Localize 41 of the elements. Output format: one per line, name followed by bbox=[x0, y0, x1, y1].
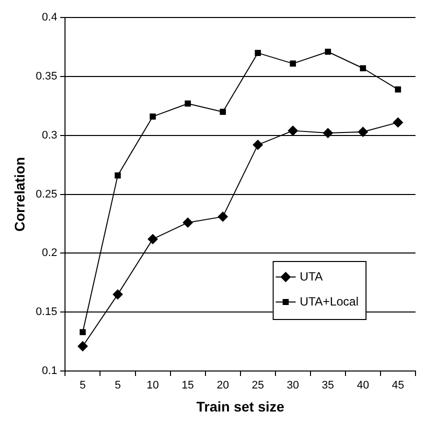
y-tick-label: 0.1 bbox=[42, 365, 58, 378]
y-tick-label: 0.35 bbox=[36, 70, 58, 83]
point bbox=[114, 172, 121, 178]
point bbox=[80, 329, 86, 336]
y-tick-label: 0.25 bbox=[36, 188, 58, 200]
x-tick-label: 30 bbox=[286, 380, 300, 392]
point bbox=[360, 65, 366, 72]
y-tick-label: 0.3 bbox=[42, 129, 58, 142]
y-tick-label: 0.4 bbox=[42, 12, 58, 24]
point bbox=[184, 100, 191, 107]
y-axis-title: Correlation bbox=[11, 156, 28, 232]
point bbox=[254, 50, 261, 56]
x-tick-label: 45 bbox=[392, 380, 404, 392]
point bbox=[288, 126, 298, 136]
x-tick-label: 35 bbox=[322, 380, 334, 392]
point bbox=[394, 86, 402, 93]
x-tick-label: 15 bbox=[182, 380, 194, 392]
point bbox=[78, 341, 88, 352]
point bbox=[324, 48, 331, 55]
y-tick-label: 0.15 bbox=[36, 306, 58, 318]
point bbox=[322, 128, 333, 138]
point bbox=[252, 140, 263, 150]
point bbox=[392, 117, 403, 128]
point bbox=[218, 212, 228, 222]
point bbox=[220, 108, 226, 115]
y-tick-label: 0.2 bbox=[42, 247, 58, 260]
x-tick-label: 25 bbox=[252, 380, 264, 392]
legend-label: UTA+Local bbox=[300, 294, 359, 308]
point bbox=[150, 114, 156, 120]
point bbox=[182, 218, 193, 228]
point bbox=[148, 234, 158, 244]
x-tick-label: 20 bbox=[216, 380, 229, 392]
point bbox=[290, 60, 296, 67]
x-tick-label: 5 bbox=[80, 380, 86, 392]
x-axis-title: Train set size bbox=[196, 398, 285, 414]
legend-label: UTA bbox=[300, 269, 323, 284]
x-tick-label: 5 bbox=[114, 380, 121, 392]
point bbox=[112, 289, 123, 300]
x-tick-label: 40 bbox=[356, 380, 370, 392]
x-tick-label: 10 bbox=[146, 380, 159, 392]
point bbox=[358, 126, 368, 137]
